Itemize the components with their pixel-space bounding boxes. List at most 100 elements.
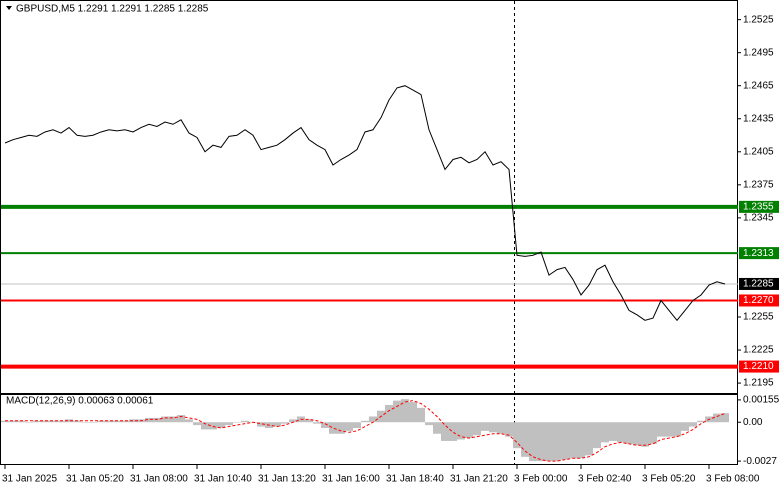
macd-bar [385, 404, 393, 423]
macd-bar [505, 422, 513, 437]
macd-bar [97, 420, 105, 423]
x-tick-label: 31 Jan 16:00 [322, 474, 380, 485]
macd-bar [401, 399, 409, 423]
macd-bar [273, 422, 281, 427]
y-tick-label: 1.2345 [743, 213, 774, 224]
macd-bar [457, 422, 465, 440]
price-line [4, 85, 726, 322]
price-frame [0, 0, 738, 394]
x-tick-label: 3 Feb 00:00 [514, 474, 568, 485]
macd-bar [641, 422, 649, 447]
macd-bar [201, 422, 209, 430]
macd-bar [601, 422, 609, 443]
macd-bar [449, 422, 457, 441]
y-tick-label: 1.2465 [743, 80, 774, 91]
x-tick-label: 31 Jan 2025 [2, 474, 57, 485]
y-tick-label: 1.2405 [743, 146, 774, 157]
macd-bar [689, 422, 697, 427]
level-label: 1.2210 [743, 361, 774, 372]
x-tick-label: 31 Jan 08:00 [130, 474, 188, 485]
price-title: GBPUSD,M5 1.2291 1.2291 1.2285 1.2285 [16, 4, 209, 15]
macd-bar [1, 420, 9, 423]
macd-bar [169, 416, 177, 423]
macd-bar [409, 402, 417, 423]
macd-bar [481, 422, 489, 431]
macd-bar [393, 400, 401, 423]
macd-bar [41, 420, 49, 423]
macd-bar [665, 422, 673, 437]
level-label-box [739, 200, 779, 213]
y-tick-label: 1.2435 [743, 113, 774, 124]
macd-bar [217, 422, 225, 428]
macd-bar [209, 422, 217, 430]
y-tick-label: 0.00 [743, 417, 763, 428]
y-tick-label: 1.2525 [743, 14, 774, 25]
macd-bar [497, 422, 505, 434]
macd-bar [305, 419, 313, 423]
macd-bar [161, 416, 169, 423]
macd-bar [25, 422, 33, 423]
macd-bar [241, 420, 249, 423]
macd-bar [553, 422, 561, 462]
macd-bar [81, 422, 89, 423]
macd-bar [561, 422, 569, 460]
macd-bar [521, 422, 529, 457]
macd-bar [113, 420, 121, 423]
macd-bar [281, 422, 289, 424]
macd-bar [329, 422, 337, 434]
macd-bar [721, 413, 729, 423]
y-tick-label: 1.2495 [743, 47, 774, 58]
menu-triangle [6, 6, 12, 10]
level-label: 1.2355 [743, 202, 774, 213]
macd-bar [289, 419, 297, 423]
macd-bar [537, 422, 545, 462]
x-tick-label: 31 Jan 13:20 [258, 474, 316, 485]
macd-bar [473, 422, 481, 436]
macd-bar [545, 422, 553, 462]
macd-bar [353, 422, 361, 428]
x-tick-label: 31 Jan 10:40 [194, 474, 252, 485]
macd-bar [465, 422, 473, 439]
y-tick-label: 1.2225 [743, 345, 774, 356]
macd-bar [105, 420, 113, 423]
macd-bar [145, 417, 153, 423]
macd-bar [369, 416, 377, 423]
level-label: 1.2313 [743, 248, 774, 259]
macd-bar [697, 420, 705, 423]
macd-bar [569, 422, 577, 459]
macd-bar [17, 420, 25, 423]
macd-bar [65, 419, 73, 423]
x-tick-label: 3 Feb 08:00 [706, 474, 760, 485]
macd-bar [633, 422, 641, 446]
macd-bar [625, 422, 633, 444]
level-label-box [739, 247, 779, 260]
macd-bar [153, 417, 161, 423]
level-label: 1.2270 [743, 295, 774, 306]
x-tick-label: 31 Jan 05:20 [66, 474, 124, 485]
macd-bar [313, 422, 321, 424]
macd-bar [321, 422, 329, 428]
macd-bar [425, 422, 433, 426]
macd-bar [593, 422, 601, 449]
macd-bar [233, 422, 241, 423]
macd-bar [417, 407, 425, 423]
macd-bar [257, 422, 265, 427]
macd-bar [585, 422, 593, 456]
macd-bar [657, 422, 665, 437]
macd-bar [577, 422, 585, 459]
macd-bar [49, 420, 57, 423]
macd-bar [513, 422, 521, 449]
macd-bar [345, 422, 353, 431]
y-tick-label: 1.2375 [743, 179, 774, 190]
macd-bar [673, 422, 681, 437]
macd-bar [337, 422, 345, 434]
macd-bar [33, 420, 41, 423]
macd-frame [0, 394, 738, 465]
macd-bar [193, 422, 201, 426]
macd-bar [177, 415, 185, 423]
macd-bar [433, 422, 441, 434]
macd-bar [185, 419, 193, 423]
level-label-box [739, 294, 779, 307]
macd-bar [121, 420, 129, 423]
